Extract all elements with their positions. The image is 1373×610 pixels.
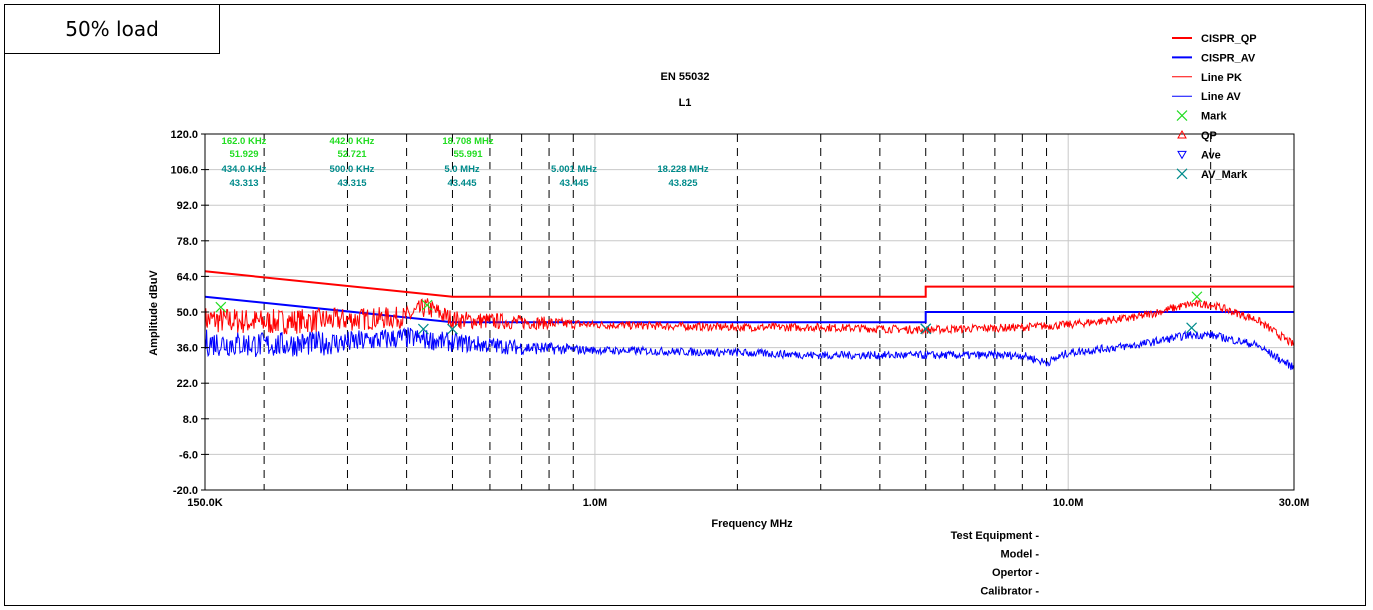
legend-label: CISPR_AV [1201, 52, 1256, 64]
y-tick-label: -20.0 [173, 485, 198, 497]
legend: CISPR_QP CISPR_AV Line PK Line AV Mark QP Ave A… [1172, 33, 1257, 181]
y-tick-label: 64.0 [177, 271, 198, 283]
info-line: Model - [1001, 549, 1040, 561]
mark-value-label: 43.313 [229, 178, 258, 189]
load-label: 50% load [4, 4, 220, 54]
legend-label: Line AV [1201, 91, 1241, 103]
legend-label: Mark [1201, 111, 1228, 123]
test-info: Test Equipment - Model - Opertor - Calibrat… [951, 530, 1040, 598]
legend-swatch [1177, 150, 1187, 160]
x-tick-label: 150.0K [187, 497, 223, 509]
y-tick-label: 36.0 [177, 343, 198, 355]
info-line: Test Equipment - [951, 530, 1040, 542]
trace-line-line-pk [204, 298, 1295, 347]
mark-value-label: 51.929 [229, 149, 258, 160]
legend-label: CISPR_QP [1201, 33, 1257, 45]
y-tick-label: 50.0 [177, 307, 198, 319]
mark-symbol [447, 323, 458, 335]
mark-value-label: 55.991 [453, 149, 483, 160]
mark-freq-label: 5.0 MHz [444, 164, 480, 175]
chart-frame [4, 4, 1366, 606]
limit-line-cispr-av [204, 295, 1294, 324]
y-tick-label: 120.0 [170, 129, 198, 141]
info-line: Calibrator - [980, 586, 1039, 598]
trace-lines [204, 298, 1295, 371]
y-tick-label: 22.0 [177, 378, 198, 390]
legend-label: AV_Mark [1201, 169, 1248, 181]
legend-swatch [1176, 168, 1188, 180]
mark-value-label: 43.825 [668, 178, 698, 189]
limit-line-cispr-qp [204, 270, 1294, 298]
legend-label: Line PK [1201, 72, 1242, 84]
legend-label: QP [1201, 130, 1217, 142]
mark-freq-label: 442.0 KHz [330, 136, 375, 147]
trace-line-line-av [204, 327, 1295, 371]
legend-label: Ave [1201, 149, 1221, 161]
mark-symbol [920, 323, 932, 335]
mark-symbol [421, 299, 433, 311]
chart-title: EN 55032 [661, 71, 710, 83]
limit-lines [204, 270, 1294, 324]
legend-swatch [1177, 129, 1187, 139]
mark-value-label: 52.721 [337, 149, 367, 160]
x-tick-label: 10.0M [1053, 497, 1084, 509]
mark-freq-label: 500.0 KHz [330, 164, 375, 175]
mark-freq-label: 18.708 MHz [442, 136, 493, 147]
x-tick-label: 30.0M [1279, 497, 1310, 509]
x-tick-label: 1.0M [583, 497, 607, 509]
y-tick-label: -6.0 [179, 449, 198, 461]
mark-freq-label: 162.0 KHz [222, 136, 267, 147]
mark-value-label: 43.315 [337, 178, 367, 189]
y-axis-label: Amplitude dBuV [148, 270, 160, 356]
grid [205, 133, 1294, 490]
mark-symbol [417, 323, 429, 335]
legend-swatch [1176, 110, 1188, 122]
marks: 162.0 KHz 51.929 442.0 KHz 52.721 18.708 MHz… [215, 136, 1203, 335]
chart-subtitle: L1 [679, 97, 692, 109]
y-tick-label: 78.0 [177, 236, 198, 248]
axes: 120.0 106.0 92.0 78.0 64.0 50.0 36.0 22.0 8.0 -6.… [170, 129, 1309, 509]
y-tick-label: 106.0 [170, 165, 198, 177]
mark-freq-label: 18.228 MHz [657, 164, 708, 175]
y-tick-label: 8.0 [183, 414, 198, 426]
mark-value-label: 43.445 [447, 178, 477, 189]
info-line: Opertor - [992, 567, 1039, 579]
mark-freq-label: 434.0 KHz [222, 164, 267, 175]
mark-symbol [1191, 291, 1203, 303]
x-axis-label: Frequency MHz [711, 518, 793, 530]
mark-value-label: 43.445 [559, 178, 589, 189]
mark-symbol [215, 301, 227, 313]
mark-symbol [1186, 322, 1198, 334]
mark-freq-label: 5.001 MHz [551, 164, 597, 175]
y-tick-label: 92.0 [177, 200, 198, 212]
